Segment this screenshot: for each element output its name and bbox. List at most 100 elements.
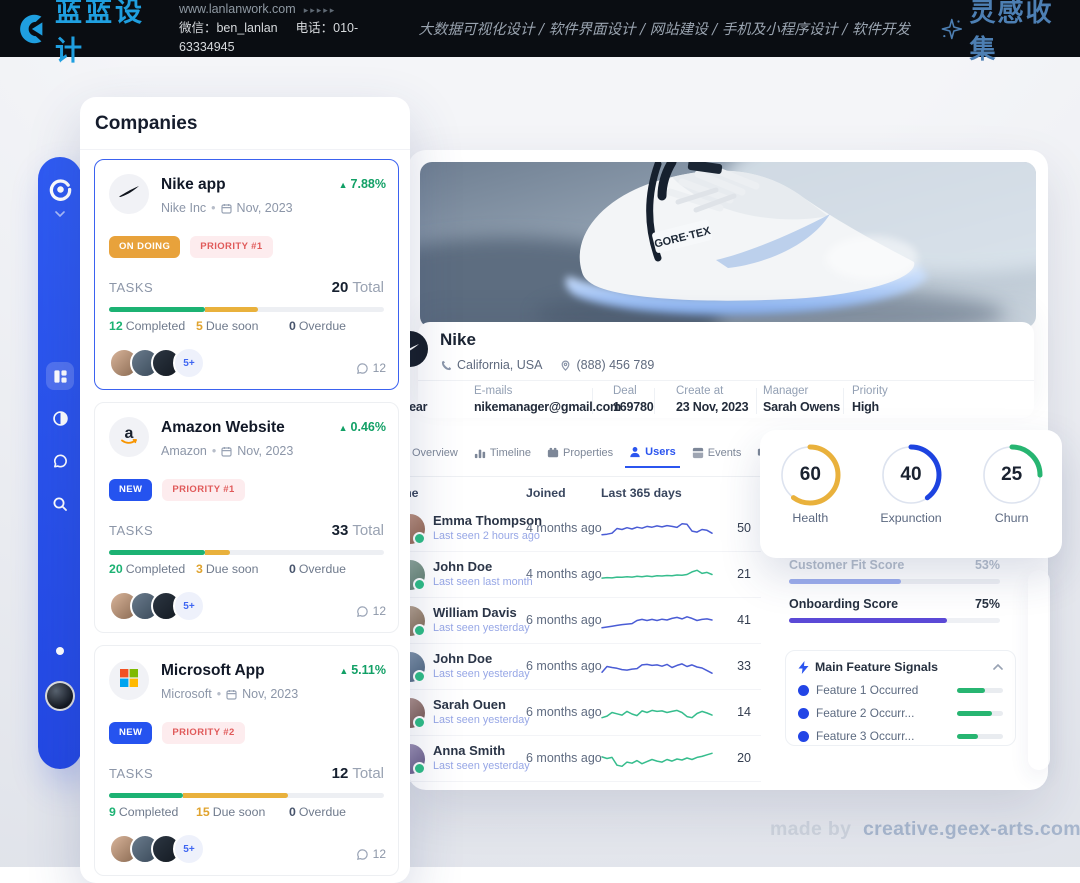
company-logo: a: [109, 417, 149, 457]
activity-value: 41: [737, 613, 751, 627]
trend-up-icon: ▲: [338, 180, 348, 190]
col-last365: Last 365 days: [601, 486, 682, 500]
comments-count[interactable]: 12: [356, 361, 386, 375]
field-separator: [756, 388, 757, 414]
users-icon: [630, 447, 640, 458]
user-avatar[interactable]: [38, 681, 82, 711]
arrows-decoration: ▸▸▸▸▸: [303, 5, 337, 16]
gauge-value: 60: [799, 464, 821, 485]
users-table: Emma Thompson Last seen 2 hours ago 4 mo…: [383, 506, 761, 782]
signal-label: Feature 1 Occurred: [816, 683, 919, 697]
collect-logo: 灵感收集: [940, 0, 1064, 66]
comment-icon: [356, 605, 368, 617]
card-company-name: Nike app: [161, 176, 226, 193]
more-members-badge[interactable]: 5+: [173, 347, 205, 379]
divider: [418, 380, 1034, 381]
watermark-prefix: made by: [770, 818, 852, 840]
search-icon[interactable]: [38, 496, 82, 512]
signal-dot-icon: [798, 730, 809, 742]
gauge: 40 Expunction: [878, 442, 944, 525]
score-label: Onboarding Score: [789, 597, 899, 611]
priority-badge: PRIORITY #1: [190, 236, 273, 258]
online-dot: [413, 716, 426, 729]
divider: [80, 149, 410, 150]
user-name: Anna Smith: [433, 743, 506, 758]
card-subtitle: Microsoft • Nov, 2023: [161, 687, 299, 701]
watermark-site: creative.geex-arts.com: [862, 818, 1080, 840]
signal-bar: [957, 687, 1003, 693]
signals-title: Main Feature Signals: [815, 660, 938, 674]
table-row[interactable]: John Doe Last seen last month 4 months a…: [383, 552, 761, 598]
table-row[interactable]: John Doe Last seen yesterday 6 months ag…: [383, 644, 761, 690]
table-row[interactable]: Emma Thompson Last seen 2 hours ago 4 mo…: [383, 506, 761, 552]
chevron-down-icon[interactable]: [38, 211, 82, 217]
gauges-card: 60 Health 40 Expunction 25 Churn: [760, 430, 1062, 558]
user-name: Sarah Ouen: [433, 697, 506, 712]
change-percent: ▲ 0.46%: [338, 420, 386, 434]
member-avatars: 5+: [109, 590, 205, 622]
stacked-card-edge: [1028, 570, 1050, 770]
change-percent: ▲ 7.88%: [338, 177, 386, 191]
tasks-label: TASKS: [109, 280, 154, 295]
company-field: Deal 169780: [613, 385, 654, 414]
status-badge: ON DOING: [109, 236, 181, 258]
more-members-badge[interactable]: 5+: [173, 833, 205, 865]
chat-icon[interactable]: [38, 453, 82, 470]
gauge-label: Churn: [994, 511, 1029, 525]
activity-sparkline: [601, 752, 713, 768]
globe-icon[interactable]: [38, 410, 82, 427]
customer-fit-score: Customer Fit Score 53%: [789, 558, 1000, 584]
comments-count[interactable]: 12: [356, 847, 386, 861]
card-company-name: Microsoft App: [161, 662, 265, 679]
nike-shoe-hero-image: GORE·TEX: [420, 162, 1036, 328]
more-members-badge[interactable]: 5+: [173, 590, 205, 622]
collect-text: 灵感收集: [969, 0, 1054, 65]
table-row[interactable]: Anna Smith Last seen yesterday 6 months …: [383, 736, 761, 782]
gauge-label: Expunction: [880, 511, 942, 525]
company-card[interactable]: Microsoft App ▲ 5.11% Microsoft • Nov, 202…: [94, 645, 399, 876]
lightning-icon: [798, 660, 809, 674]
card-subtitle: Nike Inc • Nov, 2023: [161, 201, 293, 215]
tab-events[interactable]: Events: [688, 447, 746, 467]
website-link[interactable]: www.lanlanwork.com: [178, 2, 296, 17]
gauge-label: Health: [792, 511, 829, 525]
company-card[interactable]: a Amazon Website ▲ 0.46% Amazon • Nov, 202…: [94, 402, 399, 633]
user-name: Emma Thompson: [433, 513, 543, 528]
chevron-up-icon[interactable]: [993, 664, 1003, 670]
joined: 6 months ago: [526, 705, 602, 719]
company-field: E-mails nikemanager@gmail.com: [474, 385, 621, 414]
score-label: Customer Fit Score: [789, 558, 905, 572]
dashboard-icon[interactable]: [38, 362, 82, 390]
tab-users[interactable]: Users: [625, 446, 680, 468]
timeline-icon: [474, 449, 485, 459]
score-value: 53%: [974, 558, 1000, 572]
company-card[interactable]: Nike app ▲ 7.88% Nike Inc • Nov, 2023 ON D…: [94, 159, 399, 390]
last-seen: Last seen last month: [433, 576, 533, 588]
last-seen: Last seen yesterday: [433, 714, 530, 726]
score-value: 75%: [974, 597, 1000, 611]
table-row[interactable]: Sarah Ouen Last seen yesterday 6 months …: [383, 690, 761, 736]
card-subtitle: Amazon • Nov, 2023: [161, 444, 294, 458]
online-dot: [413, 670, 426, 683]
signal-label: Feature 3 Occurr...: [816, 729, 915, 743]
svg-text:a: a: [125, 425, 134, 442]
watermark: made by creative.geex-arts.com: [770, 818, 1080, 841]
tab-properties[interactable]: Properties: [543, 447, 617, 467]
table-row[interactable]: William Davis Last seen yesterday 6 mont…: [383, 598, 761, 644]
phone-icon: [441, 360, 452, 370]
online-dot: [413, 578, 426, 591]
tasks-label: TASKS: [109, 766, 154, 781]
calendar-icon: [221, 446, 232, 457]
online-dot: [413, 762, 426, 775]
signal-bar: [957, 733, 1003, 739]
comments-count[interactable]: 12: [356, 604, 386, 618]
site-banner: 蓝蓝设计 www.lanlanwork.com ▸▸▸▸▸ 微信：ben_lanl…: [0, 0, 1080, 66]
signal-bar: [957, 710, 1003, 716]
tab-timeline[interactable]: Timeline: [470, 447, 535, 467]
dashboard-panel: GORE·TEX Nike California, USA (888) 456 …: [368, 150, 1048, 790]
activity-value: 33: [737, 659, 751, 673]
joined: 4 months ago: [526, 521, 602, 535]
last-seen: Last seen yesterday: [433, 668, 530, 680]
signal-dot-icon: [798, 684, 809, 696]
